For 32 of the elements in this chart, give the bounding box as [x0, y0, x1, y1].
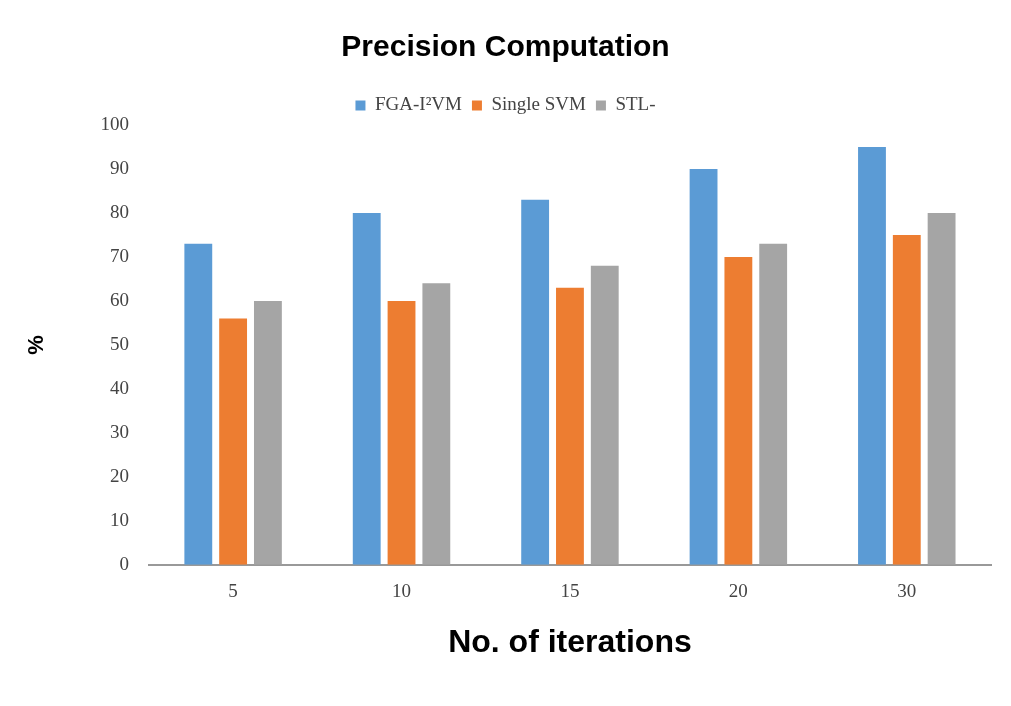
bar — [556, 287, 584, 565]
legend-label: Single SVM — [491, 93, 587, 115]
bar — [892, 234, 921, 565]
y-tick-label: 70 — [109, 244, 129, 266]
x-tick-label: 30 — [897, 580, 917, 602]
bar — [184, 243, 213, 565]
y-tick-label: 50 — [109, 332, 129, 354]
y-tick-label: 0 — [119, 552, 129, 574]
x-tick-label: 15 — [560, 580, 580, 602]
y-tick-label: 30 — [109, 420, 129, 442]
chart-title: Precision Computation — [341, 29, 670, 63]
x-tick-label: 20 — [728, 580, 748, 602]
y-tick-label: 10 — [109, 508, 129, 530]
y-tick-label: 40 — [109, 376, 129, 398]
bar — [858, 146, 886, 565]
y-tick-label: 20 — [109, 464, 129, 486]
y-tick-label: 100 — [100, 112, 129, 134]
y-axis-title: % — [23, 335, 49, 355]
x-tick-label: 5 — [228, 580, 238, 602]
x-axis-title: No. of iterations — [448, 622, 692, 659]
y-tick-label: 90 — [109, 156, 129, 178]
bar — [689, 168, 718, 565]
y-tick-label: 60 — [109, 288, 129, 310]
legend-label: STL- — [615, 93, 656, 115]
legend-label: FGA-I²VM — [374, 93, 463, 115]
bar — [352, 212, 381, 565]
x-tick-label: 10 — [392, 580, 412, 602]
bar — [219, 318, 248, 565]
bar — [521, 199, 550, 565]
bar — [724, 256, 753, 565]
y-tick-label: 80 — [109, 200, 129, 222]
bar — [387, 300, 416, 565]
